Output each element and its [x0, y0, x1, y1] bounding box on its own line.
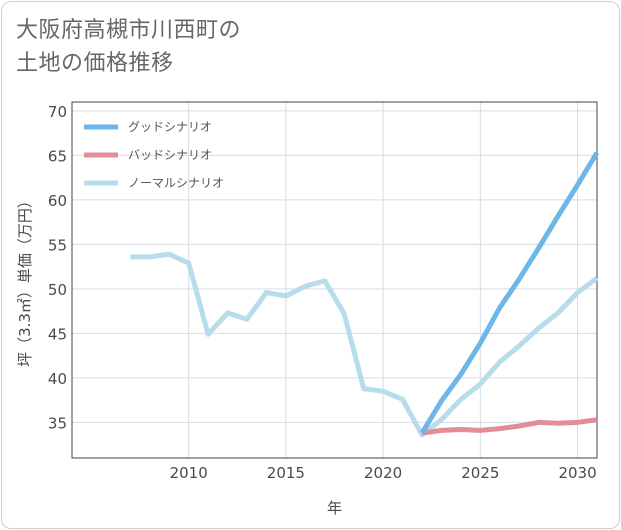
legend-label-0: グッドシナリオ: [128, 120, 212, 134]
series-line-1: [421, 417, 598, 436]
chart-title: 大阪府高槻市川西町の 土地の価格推移: [16, 14, 241, 80]
x-axis-ticks: 2010 2015 2020 2025 2030: [170, 464, 597, 482]
y-tick-label: 55: [48, 236, 67, 254]
x-tick-label: 2010: [170, 464, 208, 482]
y-tick-label: 50: [48, 281, 67, 299]
x-tick-label: 2025: [461, 464, 499, 482]
y-tick-label: 60: [48, 192, 67, 210]
x-tick-label: 2030: [558, 464, 596, 482]
x-axis-title: 年: [327, 499, 342, 517]
legend-label-1: バッドシナリオ: [128, 148, 212, 162]
y-tick-label: 35: [48, 414, 67, 432]
series-lines: [130, 151, 600, 438]
y-tick-label: 40: [48, 370, 67, 388]
grid-lines: [72, 102, 597, 458]
chart-title-line-2: 土地の価格推移: [16, 51, 174, 76]
y-tick-label: 45: [48, 325, 67, 343]
y-axis-ticks: 35 40 45 50 55 60 65 70: [48, 103, 67, 432]
series-line-2: [130, 251, 599, 438]
legend-label-2: ノーマルシナリオ: [128, 176, 224, 190]
y-tick-label: 70: [48, 103, 67, 121]
x-tick-label: 2020: [364, 464, 402, 482]
y-tick-label: 65: [48, 147, 67, 165]
y-axis-title: 坪（3.3㎡）単価（万円）: [16, 193, 34, 367]
chart-title-line-1: 大阪府高槻市川西町の: [16, 18, 242, 43]
x-tick-label: 2015: [267, 464, 305, 482]
series-line-0: [419, 151, 600, 435]
